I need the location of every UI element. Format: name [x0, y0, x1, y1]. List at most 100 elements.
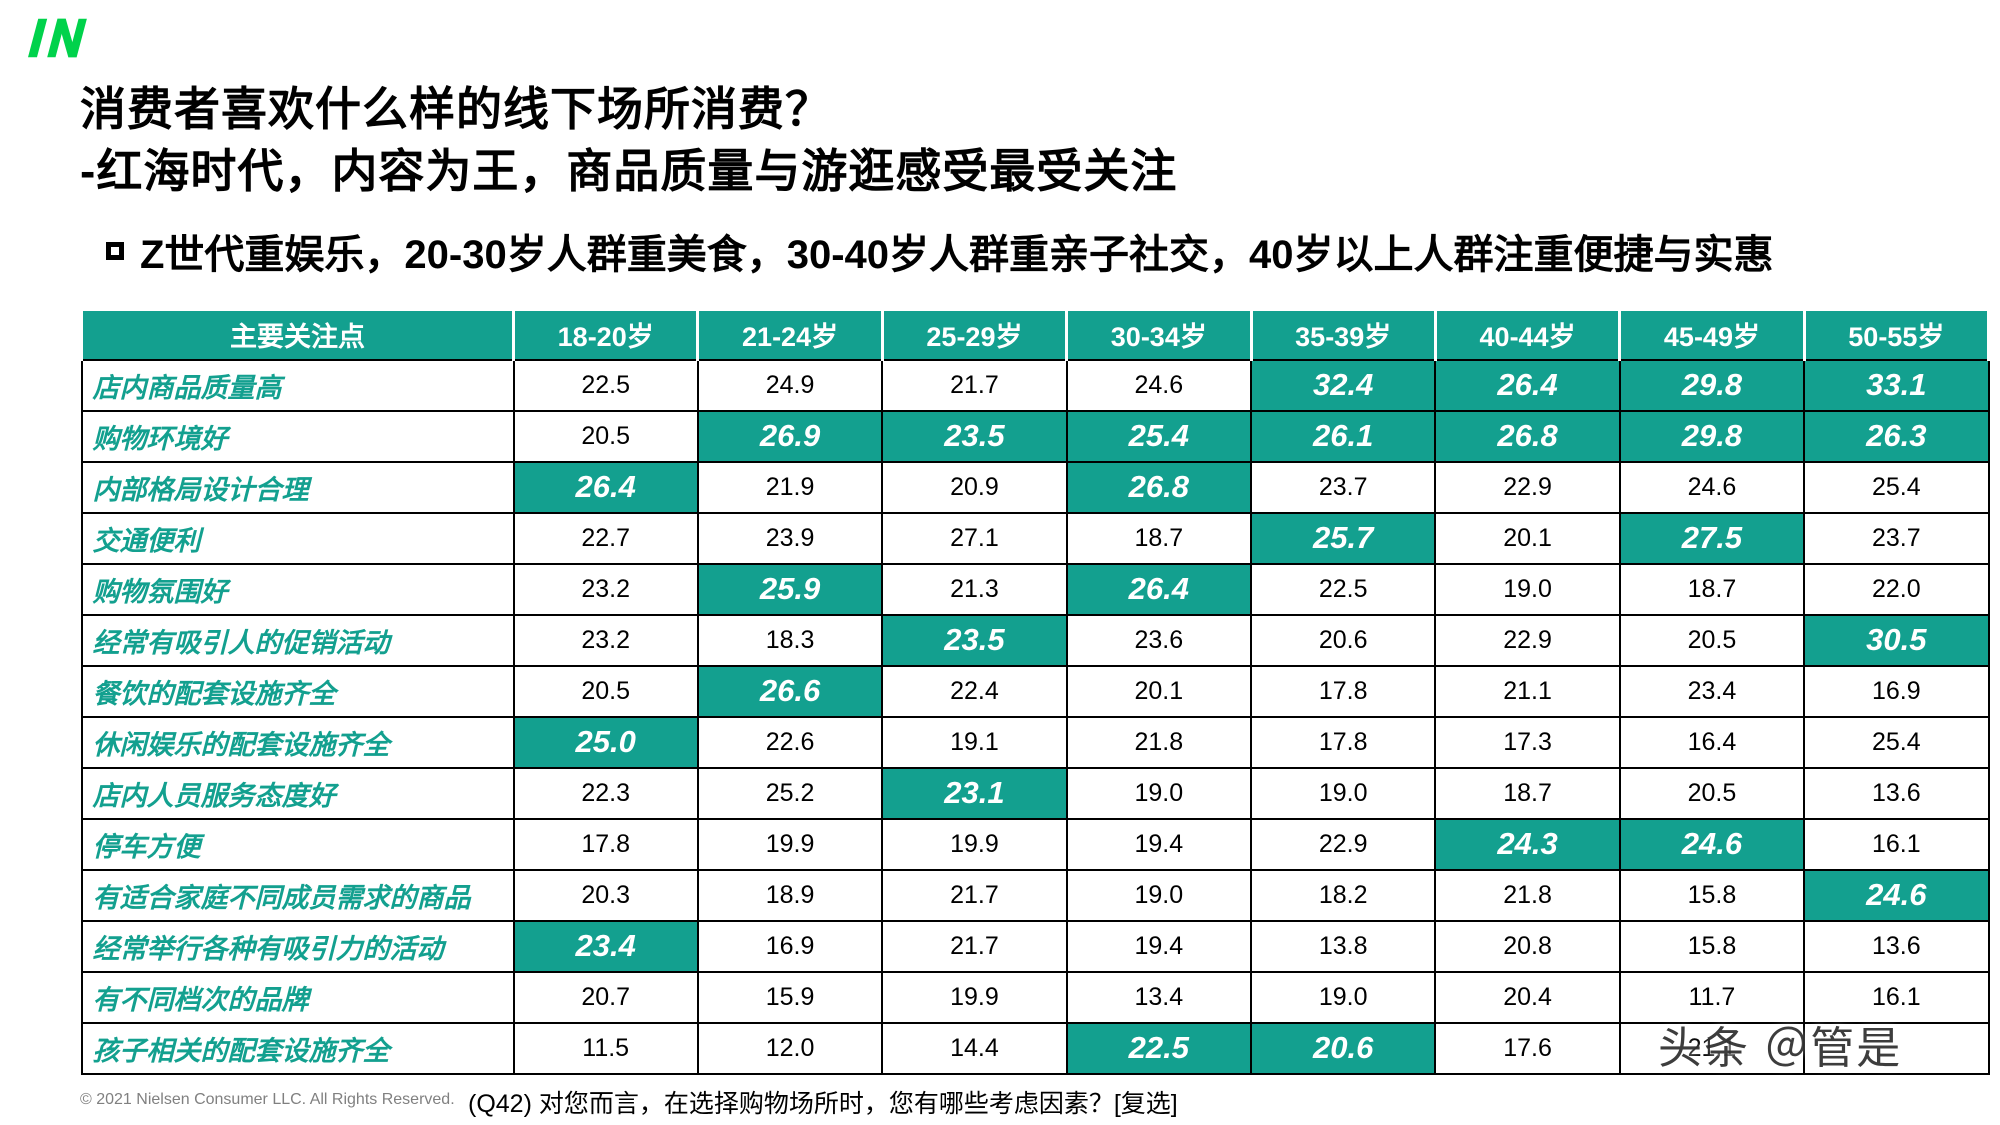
- value-cell: 20.4: [1434, 970, 1621, 1024]
- watermark: 头条 ＠管是: [1658, 1024, 1903, 1073]
- value-cell-highlight: 26.8: [1065, 460, 1253, 514]
- square-bullet-icon: [106, 242, 124, 260]
- value-cell: 16.9: [1803, 664, 1990, 718]
- value-cell: 13.8: [1249, 919, 1437, 973]
- table-row: 孩子相关的配套设施齐全 11.5 12.0 14.4 22.5 20.6 17.6 21.1: [80, 1021, 1990, 1075]
- value-cell: 21.1: [1618, 1021, 1806, 1075]
- row-label: 店内商品质量高: [80, 358, 515, 412]
- value-cell: 23.4: [1618, 664, 1806, 718]
- value-cell: 20.8: [1434, 919, 1621, 973]
- value-cell: 25.2: [696, 766, 884, 820]
- value-cell-highlight: 26.9: [696, 409, 884, 463]
- value-cell: 23.2: [512, 562, 699, 616]
- table-row: 交通便利 22.7 23.9 27.1 18.7 25.7 20.1 27.5 23.7: [80, 511, 1990, 565]
- value-cell: 19.0: [1065, 766, 1253, 820]
- value-cell-highlight: 27.5: [1618, 511, 1806, 565]
- value-cell: 17.3: [1434, 715, 1621, 769]
- value-cell: 20.5: [512, 664, 699, 718]
- survey-question-text: (Q42) 对您而言，在选择购物场所时，您有哪些考虑因素？[复选]: [468, 1090, 1178, 1118]
- value-cell: 22.6: [696, 715, 884, 769]
- table-row: 餐饮的配套设施齐全 20.5 26.6 22.4 20.1 17.8 21.1 23.4 16.…: [80, 664, 1990, 718]
- row-label: 经常举行各种有吸引力的活动: [80, 919, 515, 973]
- value-cell: 21.8: [1065, 715, 1253, 769]
- value-cell: 20.1: [1065, 664, 1253, 718]
- value-cell: 21.1: [1434, 664, 1621, 718]
- value-cell: 18.9: [696, 868, 884, 922]
- value-cell: 19.9: [881, 970, 1068, 1024]
- slide-header: 消费者喜欢什么样的线下场所消费？ -红海时代，内容为王，商品质量与游逛感受最受关…: [80, 78, 1177, 202]
- value-cell: 21.7: [881, 919, 1068, 973]
- row-label: 交通便利: [80, 511, 515, 565]
- value-cell: 18.7: [1434, 766, 1621, 820]
- value-cell: 23.7: [1249, 460, 1437, 514]
- age-column-header: 21-24岁: [696, 308, 884, 361]
- age-column-header: 50-55岁: [1802, 308, 1991, 361]
- value-cell: 17.6: [1434, 1021, 1621, 1075]
- value-cell: 21.9: [696, 460, 884, 514]
- value-cell-highlight: 22.5: [1065, 1021, 1253, 1075]
- focus-table: 主要关注点 18-20岁 21-24岁 25-29岁 30-34岁 35-39岁 40-44…: [80, 308, 1991, 1075]
- page-title-line2: -红海时代，内容为王，商品质量与游逛感受最受关注: [80, 145, 1178, 197]
- value-cell: 25.4: [1803, 460, 1990, 514]
- age-column-header: 30-34岁: [1065, 308, 1253, 361]
- row-label: 休闲娱乐的配套设施齐全: [80, 715, 515, 769]
- value-cell: 22.0: [1803, 562, 1990, 616]
- value-cell-highlight: 24.3: [1434, 817, 1621, 871]
- table-row: 停车方便 17.8 19.9 19.9 19.4 22.9 24.3 24.6 16.1: [80, 817, 1990, 871]
- value-cell: 14.4: [881, 1021, 1068, 1075]
- value-cell: 20.5: [512, 409, 699, 463]
- value-cell: 16.1: [1803, 817, 1990, 871]
- value-cell: 17.8: [512, 817, 699, 871]
- value-cell: 22.5: [512, 358, 699, 412]
- row-label: 经常有吸引人的促销活动: [80, 613, 515, 667]
- row-label: 餐饮的配套设施齐全: [80, 664, 515, 718]
- value-cell: 19.0: [1249, 766, 1437, 820]
- table-row: 经常举行各种有吸引力的活动 23.4 16.9 21.7 19.4 13.8 20.8 15.…: [80, 919, 1990, 973]
- value-cell: 21.7: [881, 358, 1068, 412]
- value-cell: 19.1: [881, 715, 1068, 769]
- row-label: 购物氛围好: [80, 562, 515, 616]
- value-cell: 13.6: [1803, 766, 1990, 820]
- value-cell: 16.1: [1803, 970, 1990, 1024]
- value-cell: 22.9: [1434, 460, 1621, 514]
- value-cell: 13.6: [1803, 919, 1990, 973]
- age-column-header: 40-44岁: [1433, 308, 1622, 361]
- value-cell-highlight: 33.1: [1803, 358, 1990, 412]
- table-row: 店内商品质量高 22.5 24.9 21.7 24.6 32.4 26.4 29.8 33.1: [80, 358, 1990, 412]
- value-cell: 19.4: [1065, 817, 1253, 871]
- row-label: 购物环境好: [80, 409, 515, 463]
- value-cell: 20.5: [1618, 766, 1806, 820]
- value-cell: 16.9: [696, 919, 884, 973]
- value-cell: 18.7: [1065, 511, 1253, 565]
- value-cell: 11.5: [512, 1021, 699, 1075]
- value-cell: 21.7: [881, 868, 1068, 922]
- table-row: 有适合家庭不同成员需求的商品 20.3 18.9 21.7 19.0 18.2 21.8 15…: [80, 868, 1990, 922]
- row-label: 店内人员服务态度好: [80, 766, 515, 820]
- page-title-line1: 消费者喜欢什么样的线下场所消费？: [80, 83, 832, 135]
- value-cell-highlight: 24.6: [1618, 817, 1806, 871]
- value-cell-highlight: 25.0: [512, 715, 699, 769]
- row-label-header: 主要关注点: [80, 308, 515, 361]
- value-cell: 15.8: [1618, 868, 1806, 922]
- value-cell: 17.8: [1249, 664, 1437, 718]
- value-cell-highlight: 26.4: [1434, 358, 1621, 412]
- value-cell-highlight: 29.8: [1618, 358, 1806, 412]
- value-cell: 20.1: [1434, 511, 1621, 565]
- table-row: 休闲娱乐的配套设施齐全 25.0 22.6 19.1 21.8 17.8 17.3 16.4 2…: [80, 715, 1990, 769]
- value-cell-highlight: 24.6: [1803, 868, 1990, 922]
- value-cell: 23.7: [1803, 511, 1990, 565]
- value-cell-highlight: 25.9: [696, 562, 884, 616]
- value-cell: 24.9: [696, 358, 884, 412]
- value-cell: 19.9: [696, 817, 884, 871]
- value-cell-highlight: 26.3: [1803, 409, 1990, 463]
- value-cell-highlight: 23.4: [512, 919, 699, 973]
- value-cell: 23.2: [512, 613, 699, 667]
- value-cell: 20.9: [881, 460, 1068, 514]
- value-cell: 18.2: [1249, 868, 1437, 922]
- value-cell-highlight: 23.5: [881, 613, 1068, 667]
- nielsen-logo-icon: [28, 8, 92, 68]
- value-cell: 16.4: [1618, 715, 1806, 769]
- value-cell: 17.8: [1249, 715, 1437, 769]
- age-column-header: 18-20岁: [511, 308, 700, 361]
